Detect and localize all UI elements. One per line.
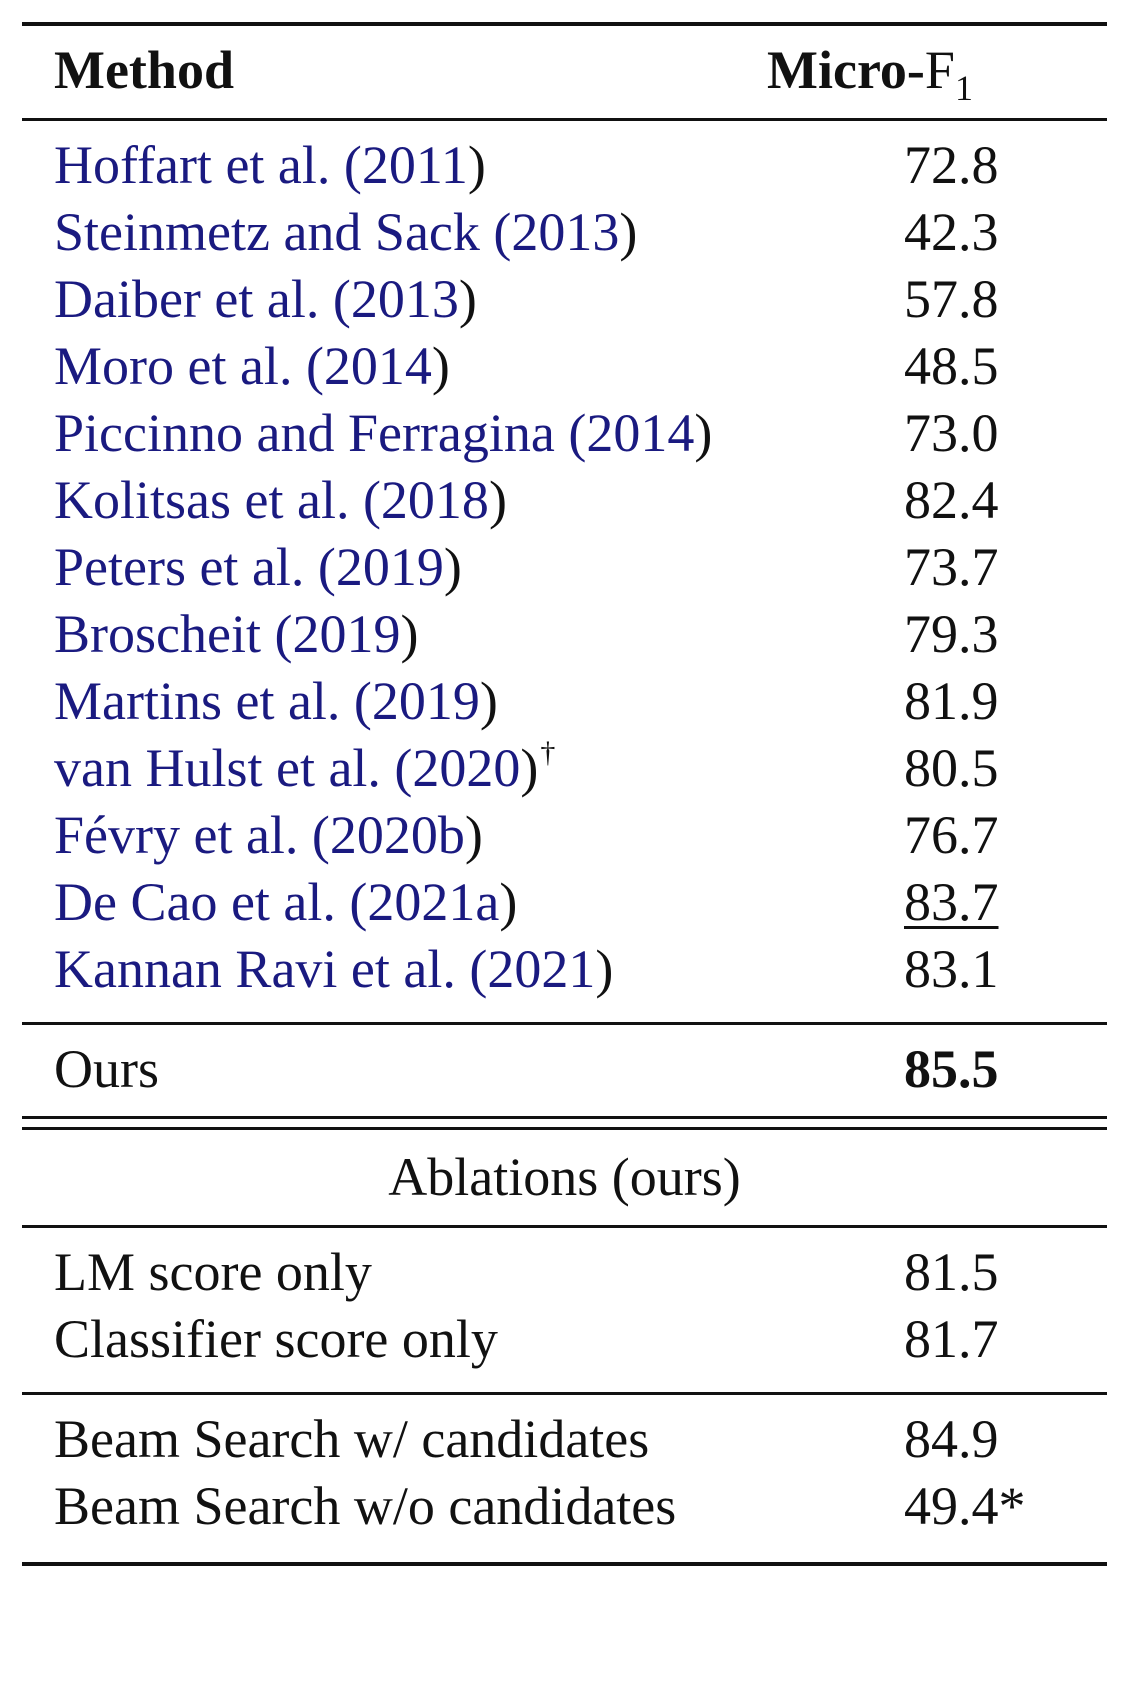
dagger-marker: † (540, 736, 556, 769)
baseline-score: 81.9 (904, 671, 999, 731)
header-score-prefix: Micro- (767, 40, 925, 100)
baseline-method: Martins et al. (2019) (54, 671, 498, 731)
baseline-method: Kannan Ravi et al. (2021) (54, 939, 614, 999)
ours-method: Ours (54, 1039, 159, 1099)
ablation-method: Beam Search w/ candidates (54, 1409, 650, 1469)
baseline-method: Daiber et al. (2013) (54, 269, 477, 329)
header-rule (22, 118, 1107, 121)
ablation-method: LM score only (54, 1242, 372, 1302)
double-rule-upper (22, 1116, 1107, 1119)
ablation-score: 84.9 (904, 1409, 999, 1469)
baseline-method: Peters et al. (2019) (54, 537, 462, 597)
ablations-mid-rule (22, 1392, 1107, 1395)
baseline-method: De Cao et al. (2021a) (54, 872, 518, 932)
baseline-method: Broscheit (2019) (54, 604, 419, 664)
baseline-method: van Hulst et al. (2020)† (54, 736, 556, 798)
ours-score: 85.5 (904, 1039, 999, 1099)
top-rule (22, 22, 1107, 26)
double-rule-lower (22, 1127, 1107, 1130)
baseline-score: 83.1 (904, 939, 999, 999)
baseline-score: 42.3 (904, 202, 999, 262)
baseline-score: 73.7 (904, 537, 999, 597)
baseline-score: 80.5 (904, 738, 999, 798)
ours-rule (22, 1022, 1107, 1025)
baseline-score: 73.0 (904, 403, 999, 463)
ablation-score: 49.4* (904, 1476, 1026, 1536)
ablation-score: 81.5 (904, 1242, 999, 1302)
ablation-method: Beam Search w/o candidates (54, 1476, 677, 1536)
baseline-score: 57.8 (904, 269, 999, 329)
ablation-method: Classifier score only (54, 1309, 498, 1369)
header-score: Micro-F1 (767, 40, 973, 108)
baseline-score: 82.4 (904, 470, 999, 530)
baseline-score: 48.5 (904, 336, 999, 396)
baseline-method: Steinmetz and Sack (2013) (54, 202, 638, 262)
baseline-method: Piccinno and Ferragina (2014) (54, 403, 713, 463)
baseline-score: 79.3 (904, 604, 999, 664)
ablations-title: Ablations (ours) (388, 1147, 741, 1207)
header-score-letter: F (924, 40, 955, 100)
baseline-method: Févry et al. (2020b) (54, 805, 483, 865)
bottom-rule (22, 1562, 1107, 1566)
ablations-rule (22, 1225, 1107, 1228)
baseline-score: 76.7 (904, 805, 999, 865)
baseline-method: Hoffart et al. (2011) (54, 135, 486, 195)
baseline-method: Moro et al. (2014) (54, 336, 450, 396)
baseline-score-second-best: 83.7 (904, 872, 999, 932)
header-score-sub: 1 (954, 68, 973, 108)
baseline-method: Kolitsas et al. (2018) (54, 470, 507, 530)
header-method: Method (54, 40, 234, 100)
baseline-score: 72.8 (904, 135, 999, 195)
ablation-score: 81.7 (904, 1309, 999, 1369)
